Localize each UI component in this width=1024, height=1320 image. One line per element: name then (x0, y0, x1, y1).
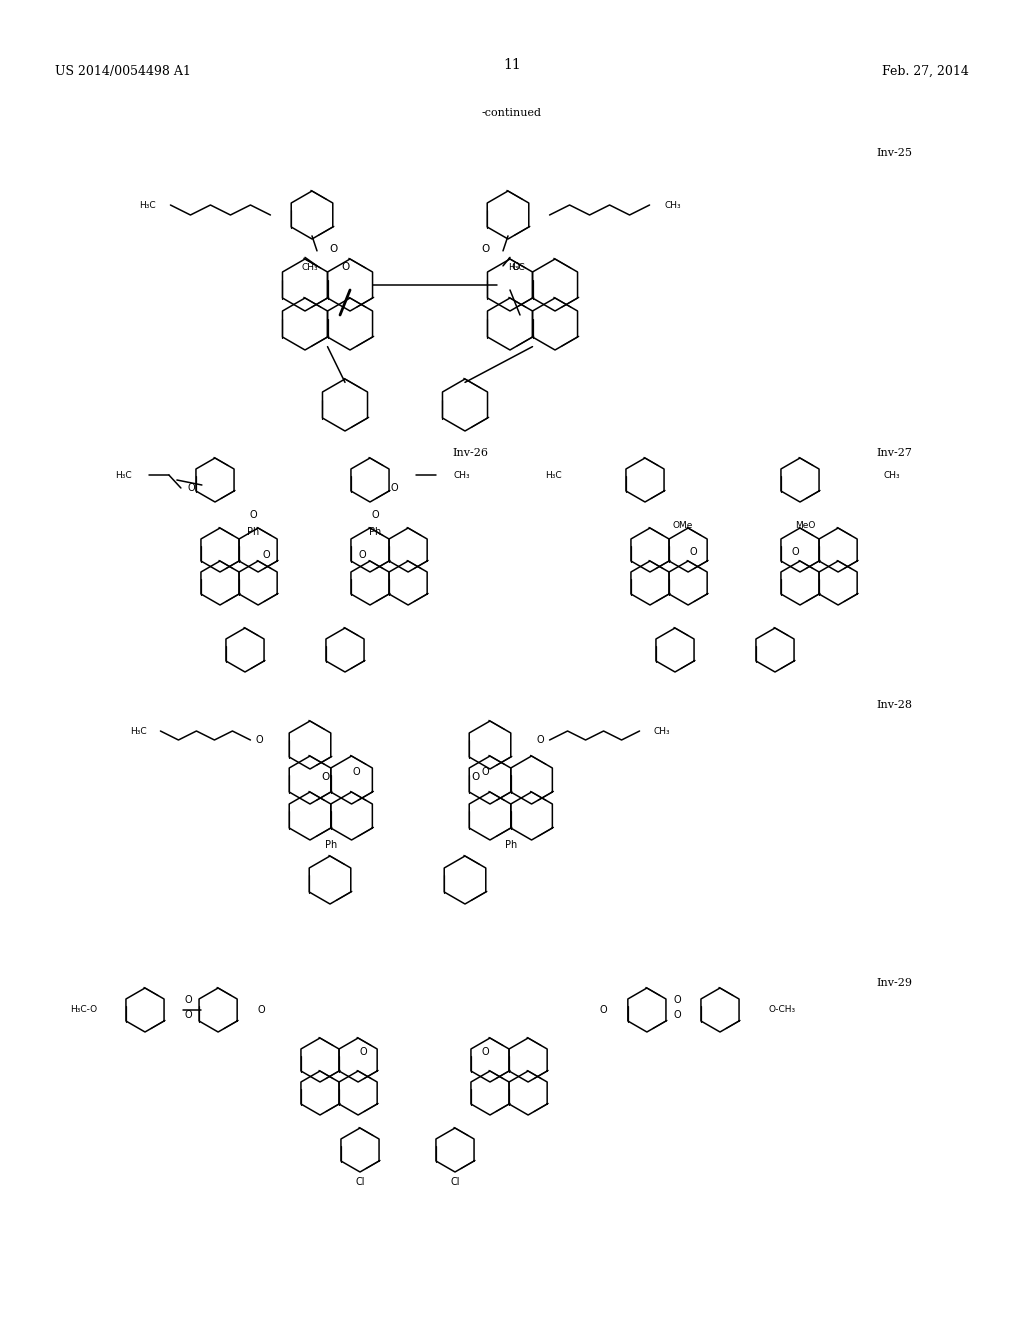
Text: Inv-27: Inv-27 (876, 447, 912, 458)
Text: H₃C: H₃C (545, 470, 562, 479)
Text: Feb. 27, 2014: Feb. 27, 2014 (882, 65, 969, 78)
Text: H₃C: H₃C (130, 726, 146, 735)
Text: O: O (371, 510, 379, 520)
Text: 11: 11 (503, 58, 521, 73)
Text: O: O (673, 1010, 681, 1020)
Text: O: O (481, 1047, 488, 1057)
Text: O: O (352, 767, 360, 777)
Text: O: O (673, 995, 681, 1005)
Text: Inv-29: Inv-29 (876, 978, 912, 987)
Text: H₃C: H₃C (116, 470, 132, 479)
Text: CH₃: CH₃ (665, 201, 681, 210)
Text: O: O (262, 550, 270, 560)
Text: O: O (482, 244, 490, 253)
Text: H₃C: H₃C (139, 201, 156, 210)
Text: O: O (249, 510, 257, 520)
Text: Cl: Cl (451, 1177, 460, 1187)
Text: -continued: -continued (482, 108, 542, 117)
Text: O: O (330, 244, 338, 253)
Text: Inv-28: Inv-28 (876, 700, 912, 710)
Text: O: O (257, 1005, 265, 1015)
Text: O: O (537, 735, 544, 744)
Text: Ph: Ph (325, 840, 337, 850)
Text: US 2014/0054498 A1: US 2014/0054498 A1 (55, 65, 190, 78)
Text: CH₃: CH₃ (883, 470, 900, 479)
Text: O: O (184, 995, 191, 1005)
Text: O: O (321, 772, 329, 781)
Text: Ph: Ph (369, 527, 381, 537)
Text: O: O (359, 1047, 367, 1057)
Text: Inv-26: Inv-26 (452, 447, 488, 458)
Text: O: O (600, 1005, 607, 1015)
Text: O-CH₃: O-CH₃ (768, 1006, 796, 1015)
Text: Cl: Cl (355, 1177, 365, 1187)
Text: MeO: MeO (795, 520, 815, 529)
Text: Ph: Ph (505, 840, 517, 850)
Text: O: O (481, 767, 488, 777)
Text: Inv-25: Inv-25 (876, 148, 912, 158)
Text: H₃C-O: H₃C-O (70, 1006, 97, 1015)
Text: OMe: OMe (673, 520, 693, 529)
Text: O: O (792, 546, 799, 557)
Text: CH₃: CH₃ (653, 726, 670, 735)
Text: O: O (184, 1010, 191, 1020)
Text: O: O (390, 483, 398, 492)
Text: O: O (187, 483, 195, 492)
Text: Ph: Ph (247, 527, 259, 537)
Text: H₃C: H₃C (508, 263, 524, 272)
Text: O: O (689, 546, 697, 557)
Text: O: O (256, 735, 263, 744)
Text: O: O (471, 772, 479, 781)
Text: CH₃: CH₃ (453, 470, 470, 479)
Text: O: O (341, 261, 349, 272)
Text: O: O (511, 261, 519, 272)
Text: O: O (358, 550, 366, 560)
Text: CH₃: CH₃ (302, 263, 318, 272)
